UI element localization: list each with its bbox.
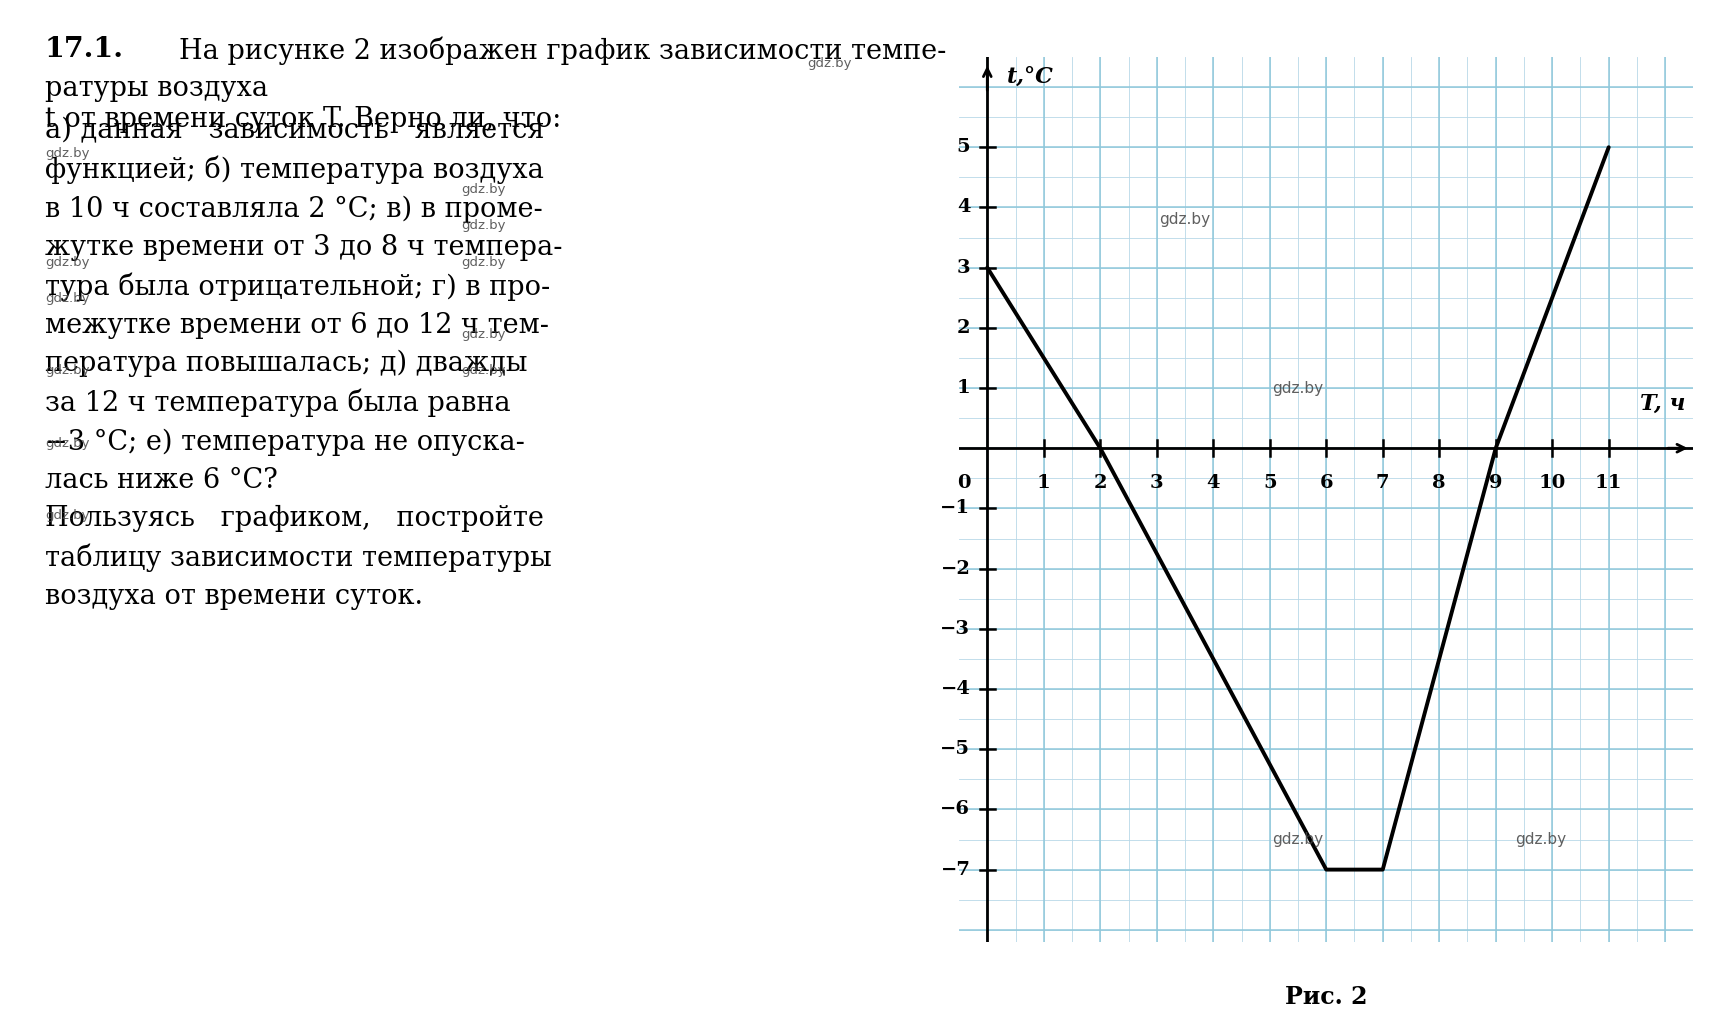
Text: а) данная   зависимость   является
функцией; б) температура воздуха
в 10 ч соста: а) данная зависимость является функцией;… [45,117,563,610]
Text: gdz.by: gdz.by [1515,832,1567,847]
Text: gdz.by: gdz.by [461,328,506,342]
Text: −6: −6 [940,800,971,819]
Text: 3: 3 [957,259,971,276]
Text: На рисунке 2 изображен график зависимости темпе-: На рисунке 2 изображен график зависимост… [180,36,947,65]
Text: 5: 5 [957,139,971,156]
Text: 3: 3 [1149,473,1163,492]
Text: 9: 9 [1490,473,1502,492]
Text: 4: 4 [1206,473,1220,492]
Text: −3: −3 [940,620,971,638]
Text: Рис. 2: Рис. 2 [1286,985,1367,1009]
Text: 1: 1 [1037,473,1051,492]
Text: gdz.by: gdz.by [1272,381,1324,395]
Text: 0: 0 [957,473,971,492]
Text: t,°C: t,°C [1007,66,1054,88]
Text: −2: −2 [940,560,971,578]
Text: gdz.by: gdz.by [45,147,90,160]
Text: gdz.by: gdz.by [45,292,90,305]
Text: gdz.by: gdz.by [45,256,90,269]
Text: gdz.by: gdz.by [461,364,506,378]
Text: gdz.by: gdz.by [461,183,506,197]
Text: 7: 7 [1375,473,1389,492]
Text: −1: −1 [940,500,971,518]
Text: 10: 10 [1538,473,1566,492]
Text: gdz.by: gdz.by [1159,212,1211,227]
Text: 1: 1 [957,379,971,397]
Text: 5: 5 [1263,473,1277,492]
Text: 2: 2 [957,319,971,336]
Text: 17.1.: 17.1. [45,36,124,63]
Text: −7: −7 [940,861,971,879]
Text: 11: 11 [1595,473,1623,492]
Text: −4: −4 [940,680,971,698]
Text: gdz.by: gdz.by [461,256,506,269]
Text: gdz.by: gdz.by [461,219,506,233]
Text: 6: 6 [1320,473,1332,492]
Text: ратуры воздуха 
t от времени суток T. Верно ли, что:: ратуры воздуха t от времени суток T. Вер… [45,75,562,132]
Text: 8: 8 [1433,473,1446,492]
Text: −5: −5 [940,740,971,759]
Text: gdz.by: gdz.by [807,57,852,70]
Text: T, ч: T, ч [1640,393,1685,415]
Text: gdz.by: gdz.by [1272,832,1324,847]
Text: gdz.by: gdz.by [45,437,90,450]
Text: 4: 4 [957,199,971,216]
Text: gdz.by: gdz.by [45,509,90,523]
Text: 2: 2 [1094,473,1108,492]
Text: gdz.by: gdz.by [45,364,90,378]
